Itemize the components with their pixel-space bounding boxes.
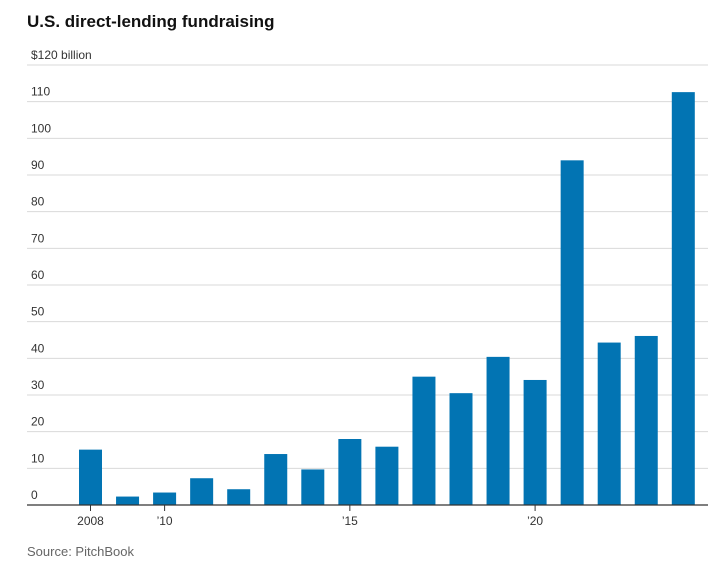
bar-2008 (79, 449, 102, 505)
y-tick-label: 100 (31, 121, 51, 135)
bar-2009 (116, 496, 140, 505)
y-tick-label: 70 (31, 231, 45, 245)
bar-2021 (560, 160, 584, 506)
y-tick-label: 60 (31, 268, 45, 282)
bar-2012 (227, 489, 251, 505)
x-tick-label: ’10 (157, 514, 173, 528)
y-tick-label: 0 (31, 488, 38, 502)
bar-2017 (412, 376, 436, 505)
source-note: Source: PitchBook (27, 544, 134, 559)
x-tick-label: 2008 (77, 514, 104, 528)
bar-2014 (301, 469, 325, 505)
y-tick-label: 80 (31, 195, 45, 209)
y-axis-tick-labels: 0 10 20 30 40 50 60 70 80 90 100 110 $120 billion (31, 48, 92, 502)
y-tick-label: 30 (31, 378, 45, 392)
bar-2015 (338, 439, 362, 505)
y-tick-label: 20 (31, 415, 45, 429)
y-tick-label: 10 (31, 451, 45, 465)
bar-2022 (597, 342, 621, 505)
bar-2018 (449, 393, 473, 505)
bar-2016 (375, 446, 399, 505)
x-axis: 2008 ’10 ’15 ’20 (27, 504, 708, 528)
gridlines (27, 64, 708, 469)
y-tick-label: 50 (31, 305, 45, 319)
bar-2013 (264, 454, 288, 505)
bar-2010 (153, 492, 177, 505)
bar-2019 (486, 356, 510, 505)
bar-2023 (634, 335, 658, 505)
bar-2020 (523, 379, 547, 505)
bar-2024 (671, 92, 695, 505)
y-tick-label: 110 (31, 85, 50, 99)
chart-title: U.S. direct-lending fundraising (27, 12, 275, 31)
y-tick-label: 90 (31, 158, 45, 172)
bar-2011 (190, 478, 214, 505)
y-tick-label: 40 (31, 341, 45, 355)
x-tick-label: ’20 (527, 514, 543, 528)
bar-chart: 0 10 20 30 40 50 60 70 80 90 100 110 $120 billion 20… (27, 48, 708, 528)
y-tick-label: $120 billion (31, 48, 92, 62)
bars (79, 92, 695, 506)
x-tick-label: ’15 (342, 514, 358, 528)
